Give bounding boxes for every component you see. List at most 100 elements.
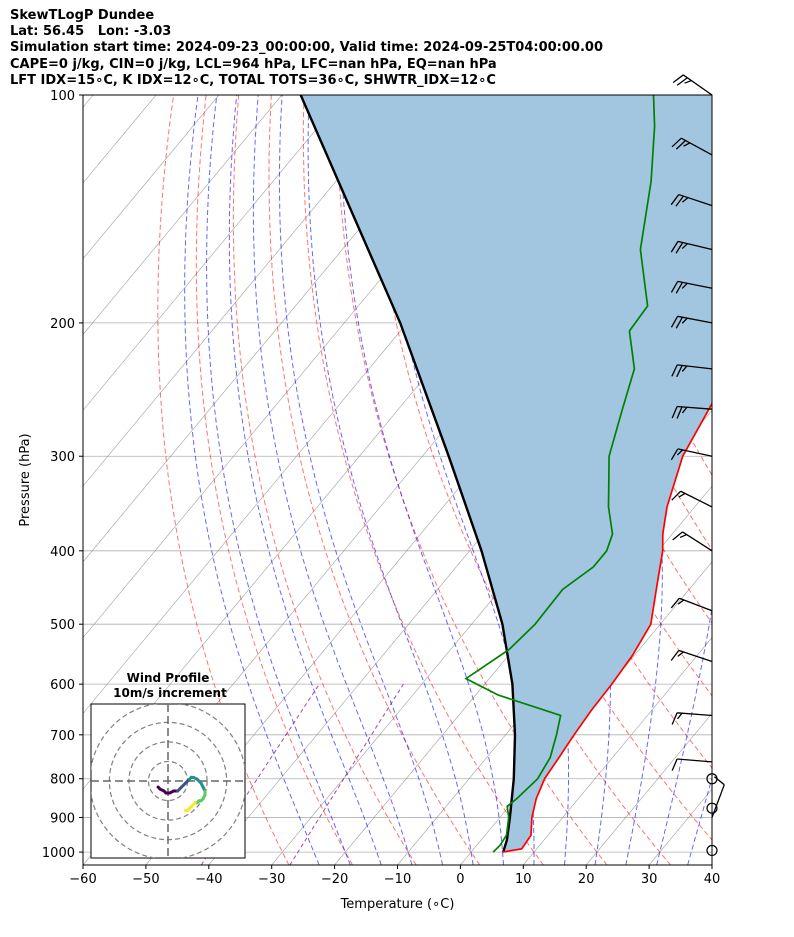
wind-barb-shaft bbox=[711, 784, 725, 818]
wind-barb-flag bbox=[671, 490, 682, 501]
wind-barb-flag bbox=[672, 74, 684, 83]
moist-adiabat bbox=[252, 95, 413, 865]
moist-adiabat bbox=[377, 95, 535, 865]
x-tick-label: −60 bbox=[69, 872, 96, 887]
temperature-profile-line bbox=[502, 401, 712, 853]
isotherm-line bbox=[585, 712, 712, 865]
wind-barb-shaft bbox=[682, 74, 713, 96]
wind-barb-flag bbox=[681, 243, 688, 250]
x-tick-label: 40 bbox=[704, 872, 721, 887]
x-tick-label: 30 bbox=[641, 872, 658, 887]
wind-barb-shaft bbox=[678, 193, 713, 207]
moist-adiabat bbox=[339, 95, 504, 865]
chart-title: SkewTLogP Dundee bbox=[10, 8, 155, 23]
moist-adiabat bbox=[307, 95, 474, 865]
wind-barb-flag bbox=[675, 282, 684, 294]
wind-barb bbox=[670, 448, 713, 461]
wind-barb-flag bbox=[675, 242, 684, 254]
y-tick-label: 1000 bbox=[42, 846, 75, 861]
wind-barb-flag bbox=[679, 533, 687, 539]
isotherm-line bbox=[83, 95, 283, 335]
dry-adiabat bbox=[302, 95, 544, 865]
isotherm-line bbox=[83, 95, 345, 411]
wind-barb-flag bbox=[676, 449, 684, 456]
wind-barb-flag bbox=[678, 492, 686, 498]
wind-barb bbox=[671, 712, 713, 725]
wind-barb bbox=[670, 649, 713, 663]
parcel-indices-text: CAPE=0 j/kg, CIN=0 j/kg, LCL=964 hPa, LF… bbox=[10, 57, 497, 72]
wind-barb-flag bbox=[672, 531, 683, 541]
x-tick-label: 0 bbox=[456, 872, 464, 887]
wind-barb-shaft bbox=[680, 137, 713, 156]
dry-adiabat bbox=[760, 95, 794, 865]
wind-barb-flag bbox=[676, 77, 688, 86]
y-tick-label: 500 bbox=[50, 618, 75, 633]
isotherm-line bbox=[397, 485, 712, 865]
hodograph-subtitle: 10m/s increment bbox=[113, 686, 227, 700]
wind-barb bbox=[670, 240, 713, 254]
wind-barb-flag bbox=[671, 712, 678, 725]
location-text: Lat: 56.45 Lon: -3.03 bbox=[10, 24, 172, 39]
y-tick-label: 400 bbox=[50, 545, 75, 560]
isotherm-line bbox=[83, 95, 220, 260]
stability-indices-text: LFT IDX=15∘C, K IDX=12∘C, TOTAL TOTS=36∘… bbox=[10, 73, 496, 88]
dry-adiabat bbox=[157, 95, 290, 865]
isotherm-line bbox=[83, 95, 94, 108]
wind-barb-flag bbox=[681, 317, 688, 324]
wind-barb-shaft bbox=[679, 597, 713, 612]
wind-barb-shaft bbox=[680, 490, 713, 508]
wind-barb-flag bbox=[677, 712, 683, 720]
wind-barb-shaft bbox=[677, 712, 713, 717]
y-tick-label: 300 bbox=[50, 450, 75, 465]
wind-barb-shaft bbox=[677, 240, 713, 251]
dewpoint-profile-line bbox=[464, 95, 656, 853]
y-tick-label: 600 bbox=[50, 678, 75, 693]
wind-barb-flag bbox=[671, 364, 678, 377]
wind-barb-flag bbox=[670, 649, 680, 661]
wind-barb-flag bbox=[681, 406, 688, 414]
wind-barb-flag bbox=[676, 406, 683, 419]
parcel-profile-line bbox=[299, 95, 517, 853]
moist-adiabat bbox=[206, 95, 351, 865]
hodograph-title: Wind Profile bbox=[127, 671, 210, 685]
x-tick-label: −40 bbox=[195, 872, 222, 887]
y-tick-label: 100 bbox=[50, 89, 75, 104]
dry-adiabat bbox=[268, 95, 481, 865]
wind-barb bbox=[671, 758, 713, 771]
wind-barb-flag bbox=[670, 241, 679, 253]
x-tick-label: −30 bbox=[258, 872, 285, 887]
wind-barb-flag bbox=[670, 448, 679, 461]
wind-barb-flag bbox=[677, 599, 685, 605]
moist-adiabat bbox=[228, 95, 382, 865]
isotherm-line bbox=[711, 864, 712, 865]
x-axis-label: Temperature (∘C) bbox=[340, 897, 455, 912]
wind-barb bbox=[711, 776, 725, 818]
x-tick-label: −50 bbox=[132, 872, 159, 887]
isotherm-line bbox=[83, 95, 408, 487]
x-tick-label: −10 bbox=[384, 872, 411, 887]
calm-wind-circle bbox=[706, 844, 718, 857]
moist-adiabat bbox=[719, 95, 794, 865]
mixing-ratio-line bbox=[289, 683, 404, 865]
calm-wind-circle bbox=[706, 773, 718, 785]
wind-barb bbox=[670, 597, 713, 612]
x-tick-label: −20 bbox=[321, 872, 348, 887]
wind-barb bbox=[671, 364, 713, 378]
wind-barb-flag bbox=[681, 365, 688, 372]
wind-barb-flag bbox=[677, 651, 684, 657]
moist-adiabat bbox=[278, 95, 444, 865]
wind-barb-flag bbox=[714, 776, 725, 786]
wind-barb-flag bbox=[670, 281, 679, 293]
wind-barb-flag bbox=[670, 194, 680, 206]
wind-barb-flag bbox=[684, 79, 692, 84]
wind-barb-shaft bbox=[677, 315, 713, 324]
wind-barb bbox=[670, 280, 713, 294]
dry-adiabat bbox=[727, 95, 794, 865]
isotherm-line bbox=[775, 95, 794, 865]
wind-barb-shaft bbox=[682, 531, 713, 552]
wind-barb-shaft bbox=[677, 280, 713, 289]
wind-barb-shaft bbox=[678, 649, 713, 663]
wind-barb-flag bbox=[675, 316, 684, 329]
y-axis-label: Pressure (hPa) bbox=[18, 433, 33, 526]
